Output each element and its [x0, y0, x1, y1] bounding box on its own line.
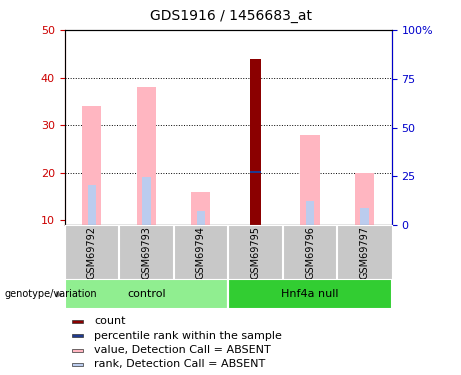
Text: Hnf4a null: Hnf4a null — [281, 290, 339, 299]
Bar — [306, 201, 314, 225]
Bar — [82, 106, 101, 225]
Bar — [72, 320, 83, 322]
Bar — [228, 279, 392, 309]
Text: GSM69794: GSM69794 — [196, 226, 206, 279]
Text: percentile rank within the sample: percentile rank within the sample — [95, 331, 282, 340]
Text: count: count — [95, 316, 126, 326]
Bar — [65, 279, 228, 309]
Bar — [250, 58, 261, 225]
Bar — [355, 172, 374, 225]
Bar — [191, 192, 211, 225]
Bar — [197, 211, 205, 225]
Text: value, Detection Call = ABSENT: value, Detection Call = ABSENT — [95, 345, 271, 355]
Text: GSM69795: GSM69795 — [250, 226, 260, 279]
Bar — [88, 184, 96, 225]
Text: rank, Detection Call = ABSENT: rank, Detection Call = ABSENT — [95, 360, 266, 369]
Text: GSM69793: GSM69793 — [142, 226, 151, 279]
Bar — [301, 135, 319, 225]
Text: GSM69797: GSM69797 — [360, 226, 370, 279]
Text: control: control — [127, 290, 165, 299]
Bar — [72, 334, 83, 337]
Bar — [72, 349, 83, 351]
Bar — [361, 209, 369, 225]
Text: GSM69792: GSM69792 — [87, 226, 97, 279]
Bar — [72, 363, 83, 366]
Bar — [142, 177, 151, 225]
Text: genotype/variation: genotype/variation — [5, 290, 97, 299]
Bar — [250, 171, 261, 173]
Bar — [137, 87, 156, 225]
Text: GSM69796: GSM69796 — [305, 226, 315, 279]
Text: GDS1916 / 1456683_at: GDS1916 / 1456683_at — [149, 9, 312, 23]
